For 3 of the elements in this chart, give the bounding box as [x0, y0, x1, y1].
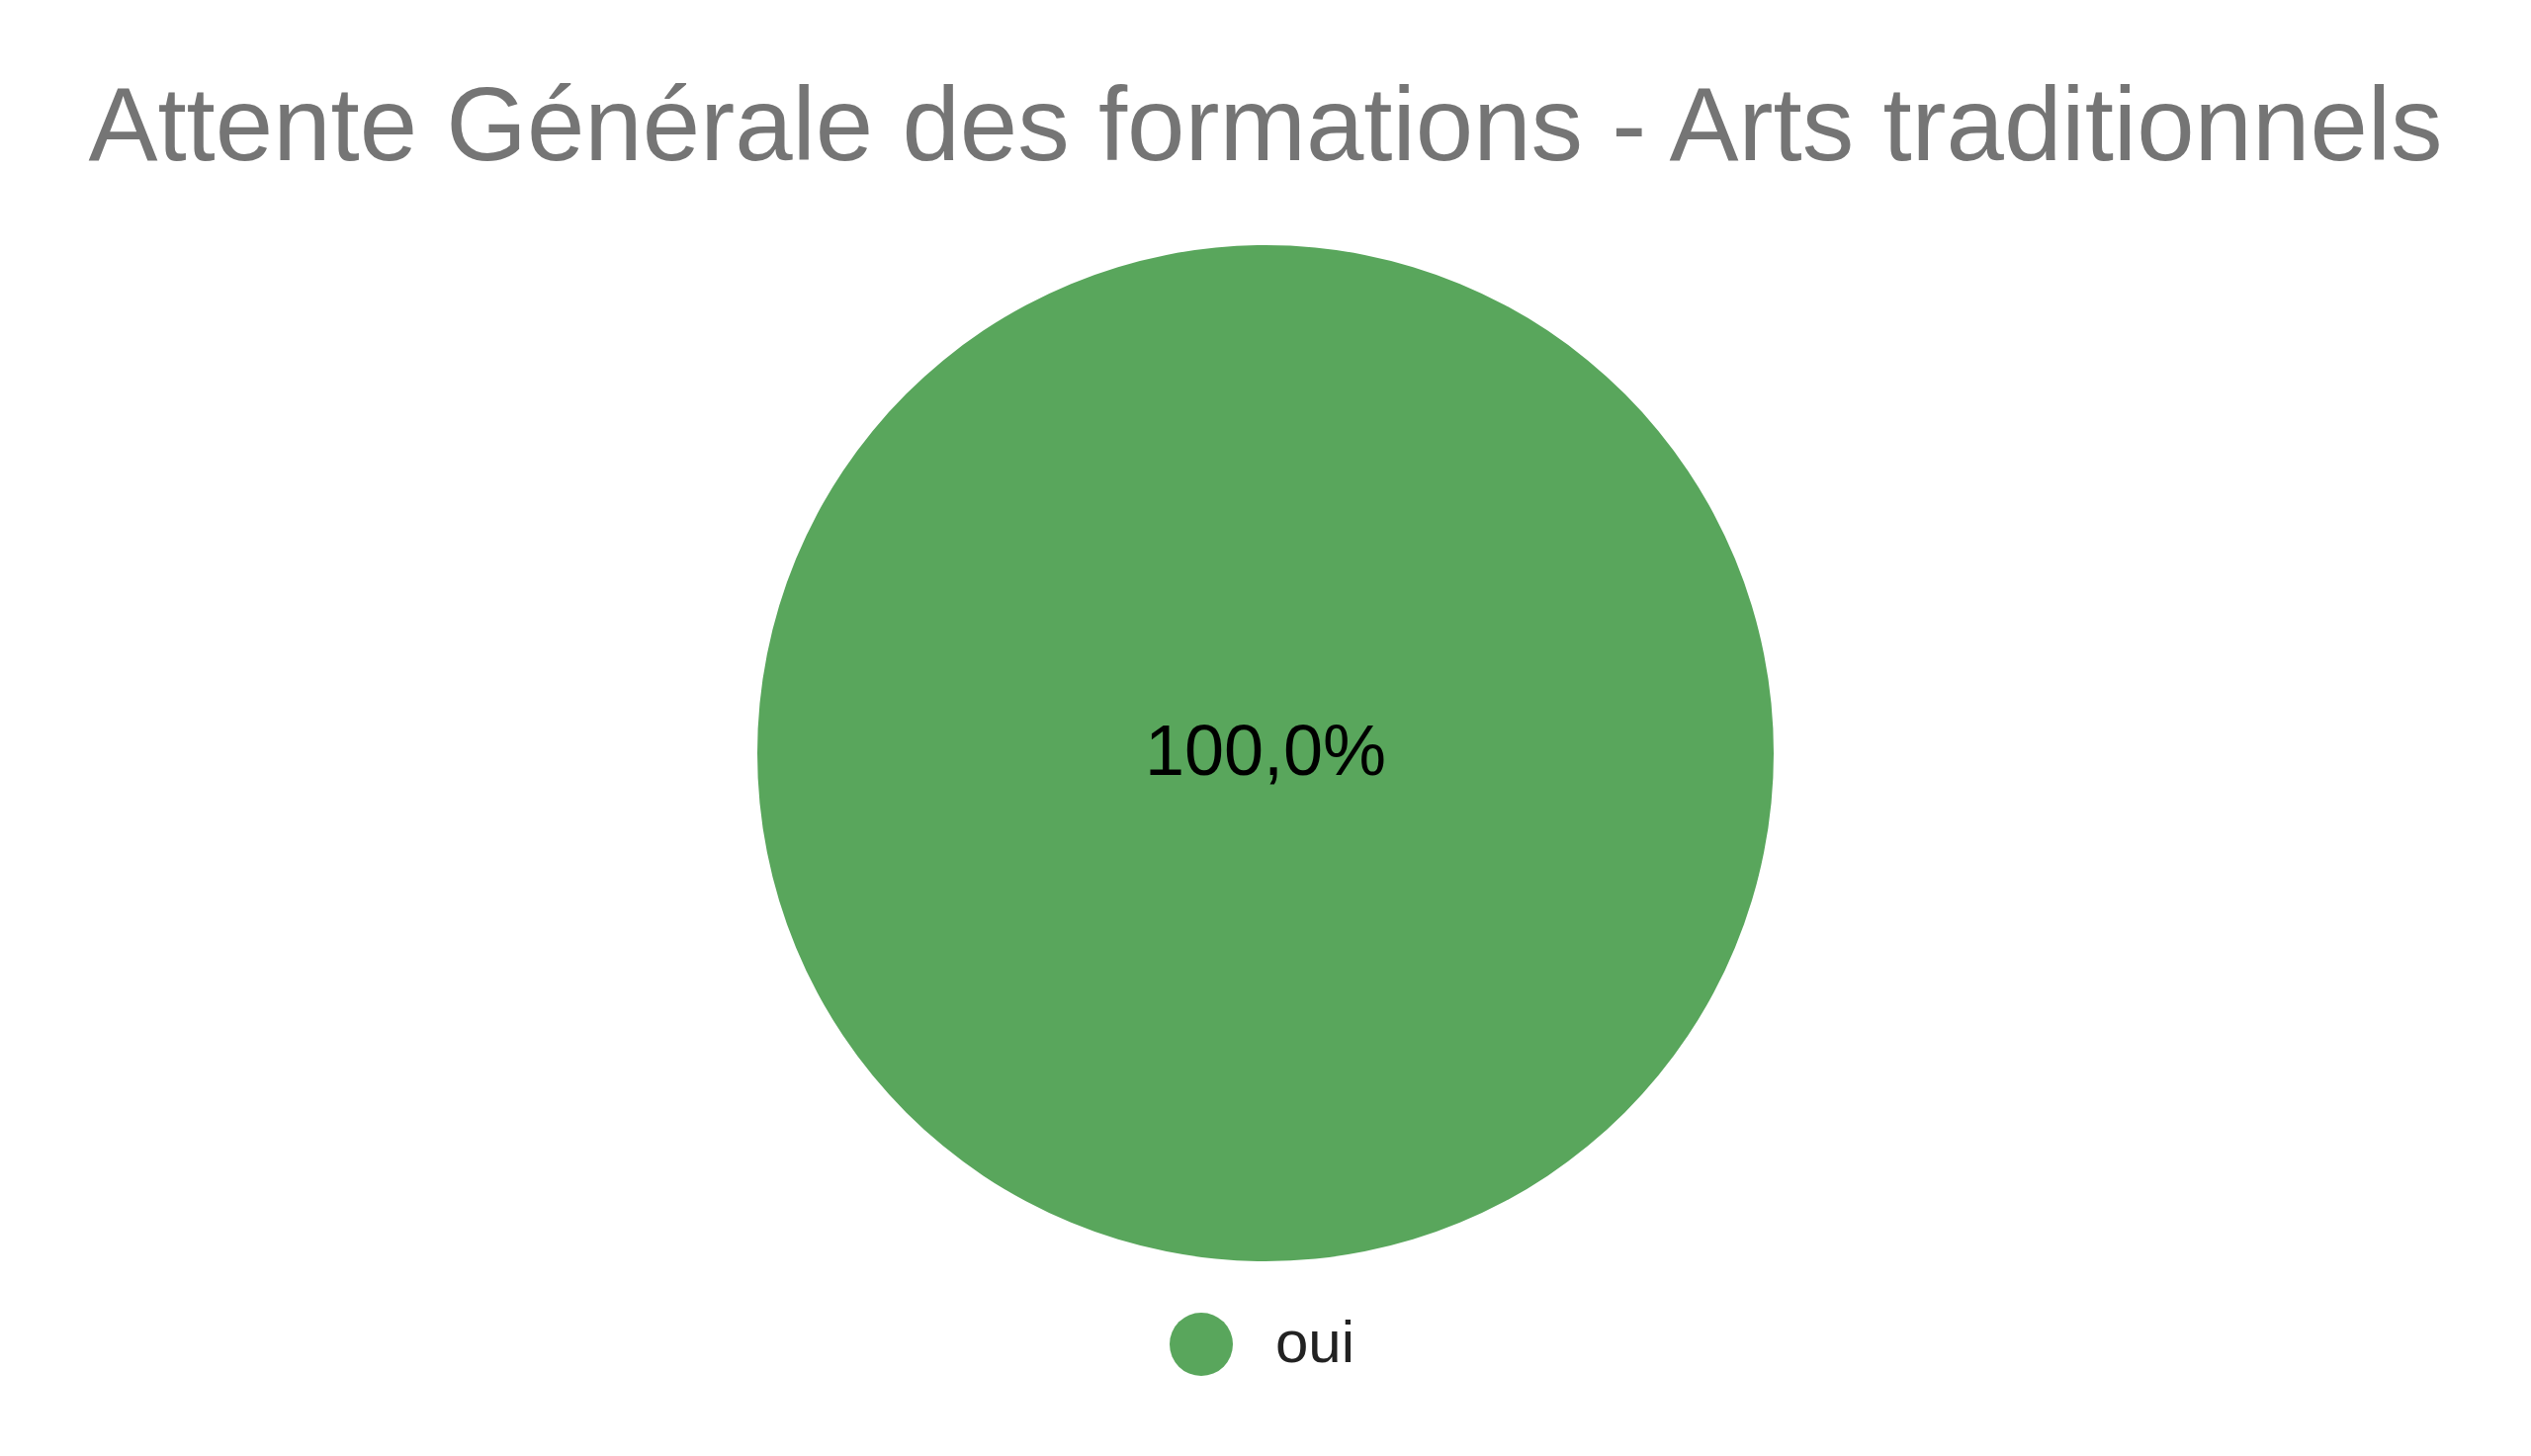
data-label: 100,0%	[1144, 711, 1387, 790]
chart-title: Attente Générale des formations - Arts traditionnels	[88, 66, 2443, 182]
legend-label: oui	[1275, 1309, 1355, 1375]
